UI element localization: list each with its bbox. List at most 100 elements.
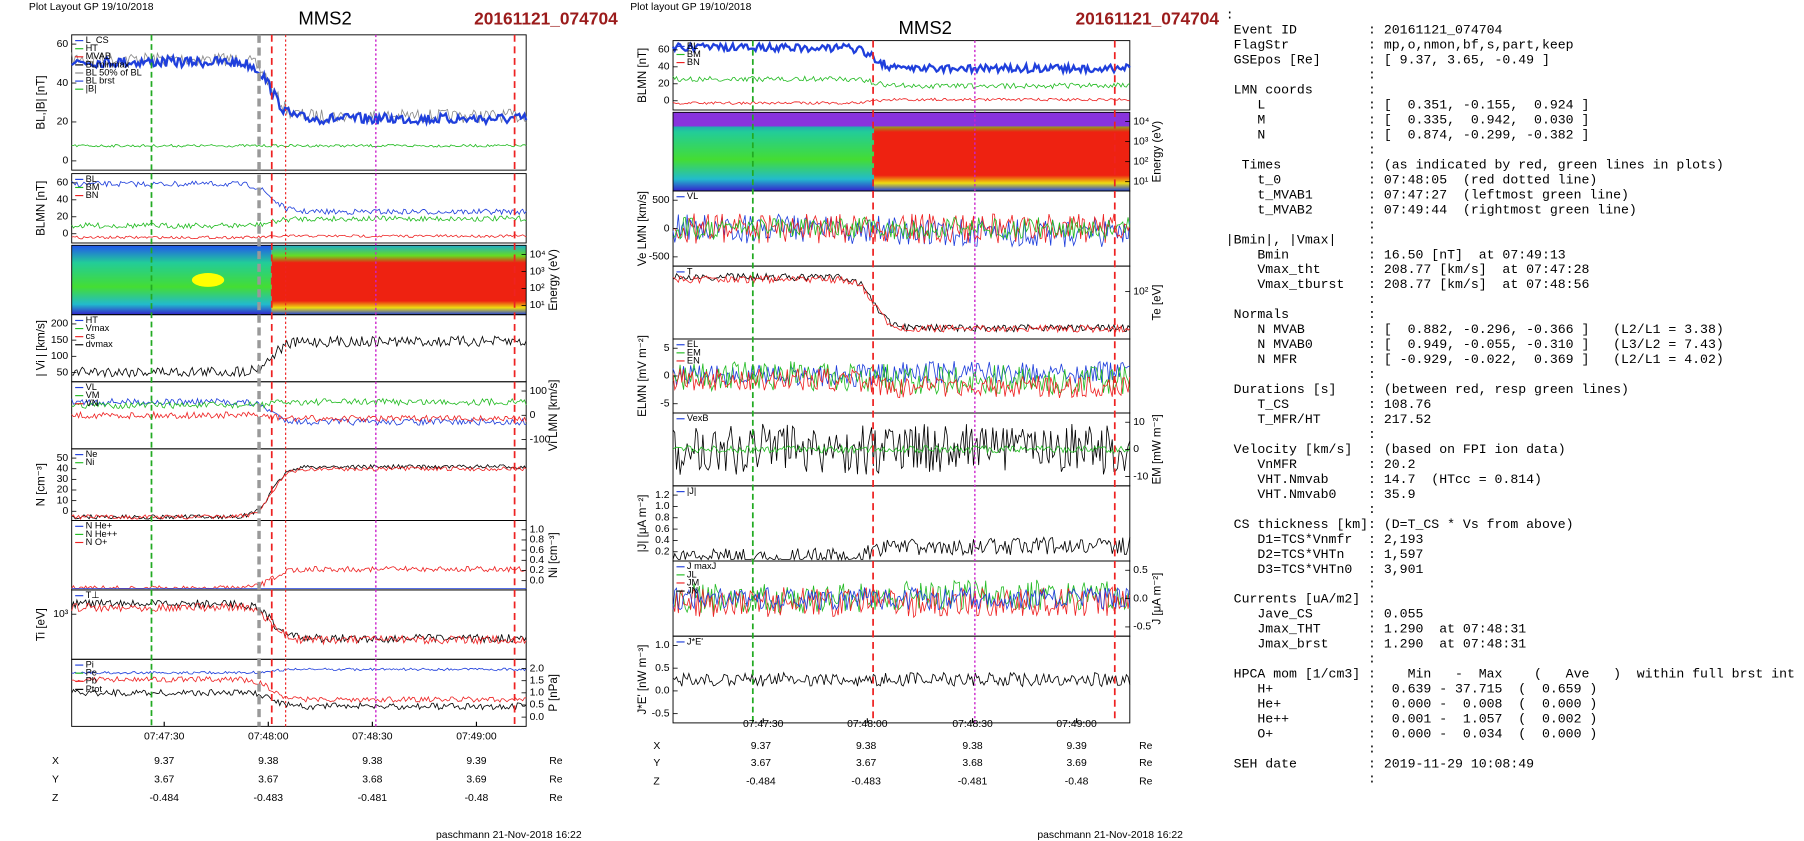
tick-label: 40 xyxy=(57,463,69,474)
info-line: t_MVAB1 : 07:47:27 (leftmost green line) xyxy=(1226,187,1629,202)
tick-label: 200 xyxy=(51,319,69,330)
tick-label: 0.2 xyxy=(530,565,545,576)
tick-label: 0.6 xyxy=(530,545,545,556)
tick-label: 0.6 xyxy=(655,524,670,535)
spectrogram-after xyxy=(271,245,527,315)
position-label: X xyxy=(653,741,660,752)
tick-label: 10 xyxy=(1133,417,1145,428)
position-unit: Re xyxy=(549,793,563,804)
position-unit: Re xyxy=(549,756,563,767)
trace xyxy=(672,579,1131,615)
panel-frame xyxy=(71,34,527,171)
legend-entry: BLminmax xyxy=(86,59,130,69)
trace xyxy=(672,423,1131,475)
legend-entry: BL brst xyxy=(86,76,115,86)
axis-label: Te [eV] xyxy=(1152,285,1164,321)
tick-label: 50 xyxy=(57,367,69,378)
position-value: 9.38 xyxy=(856,741,876,752)
info-line: Vmax_tht : 208.77 [km/s] at 07:47:28 xyxy=(1226,262,1590,277)
trace xyxy=(71,675,527,703)
panel-frame xyxy=(71,520,527,591)
tick-label: 100 xyxy=(530,386,548,397)
position-value: 9.37 xyxy=(751,741,771,752)
x-tick-label: 07:49:00 xyxy=(456,732,497,743)
position-unit: Re xyxy=(1139,758,1153,769)
info-line: Velocity [km/s] : (based on FPI ion data… xyxy=(1226,442,1566,457)
tick-label: 20 xyxy=(57,212,69,223)
legend-entry: EN xyxy=(687,355,700,365)
tick-label: 30 xyxy=(57,474,69,485)
position-value: 3.69 xyxy=(1067,758,1087,769)
tick-label: 0 xyxy=(664,96,670,107)
info-line: : xyxy=(1226,771,1376,786)
trace xyxy=(672,272,1131,333)
axis-label: N [cm⁻³] xyxy=(36,463,48,506)
position-value: 3.67 xyxy=(856,758,876,769)
trace xyxy=(672,585,1131,612)
tick-label: 60 xyxy=(57,39,69,50)
trace xyxy=(71,397,527,427)
tick-label: 0 xyxy=(62,156,68,167)
info-line: Event ID : 20161121_074704 xyxy=(1226,23,1503,38)
info-line: H+ : 0.639 - 37.715 ( 0.659 ) xyxy=(1226,682,1598,697)
tick-label: 1.0 xyxy=(655,640,670,651)
tick-label: -500 xyxy=(649,252,670,263)
info-line: : xyxy=(1226,427,1376,442)
tick-label: 1.2 xyxy=(655,490,670,501)
legend-entry: HT xyxy=(86,43,99,53)
info-line: Durations [s] : (between red, resp green… xyxy=(1226,382,1629,397)
trace xyxy=(71,180,527,216)
trace xyxy=(70,53,528,127)
tick-label: 10¹ xyxy=(530,300,546,311)
tick-label: -10 xyxy=(1133,471,1148,482)
panel-frame xyxy=(71,173,527,244)
position-label: Z xyxy=(52,793,59,804)
tick-label: 100 xyxy=(51,351,69,362)
legend-entry: VL xyxy=(687,191,698,201)
info-line: Vmax_tburst : 208.77 [km/s] at 07:48:56 xyxy=(1226,277,1590,292)
trace xyxy=(672,361,1131,396)
panel: 1.21.00.80.60.40.2 |J| [μA m⁻²] |J| xyxy=(637,485,1131,562)
x-tick-label: 07:49:00 xyxy=(1056,719,1097,730)
legend-entry: VexB xyxy=(687,413,709,423)
panel-frame xyxy=(672,635,1131,724)
legend-entry: T⊥ xyxy=(86,590,100,600)
tick-label: 500 xyxy=(652,195,670,206)
position-value: 9.39 xyxy=(466,756,486,767)
tick-label: 0.0 xyxy=(530,575,545,586)
tick-label: 40 xyxy=(57,78,69,89)
trace xyxy=(71,688,527,711)
legend-entry: BN xyxy=(687,57,700,67)
tick-label: -0.5 xyxy=(652,708,670,719)
tick-label: 0 xyxy=(664,223,670,234)
info-line: : xyxy=(1226,652,1376,667)
tick-label: 0 xyxy=(1133,444,1139,455)
legend-entry: cs xyxy=(86,331,96,341)
position-label: Z xyxy=(653,777,660,788)
tick-label: 0 xyxy=(664,371,670,382)
legend-entry: Pi xyxy=(86,660,94,670)
tick-label: 0 xyxy=(62,228,68,239)
position-value: 3.67 xyxy=(751,758,771,769)
tick-label: 10³ xyxy=(1133,136,1149,147)
panel: 1.0 0.5 0.0 -0.5J*E' [nW m⁻³] J*E' xyxy=(637,635,1131,724)
tick-label: 10² xyxy=(530,283,546,294)
panel: 10⁴ 10³ 10² 10¹ Energy (eV) xyxy=(672,111,1164,192)
legend-entry: Ne xyxy=(86,449,98,459)
info-line: : xyxy=(1226,8,1234,23)
legend-entry: |B| xyxy=(86,84,97,94)
axis-label: J*E' [nW m⁻³] xyxy=(637,645,649,715)
info-line: L : [ 0.351, -0.155, 0.924 ] xyxy=(1226,98,1590,113)
legend-entry: T xyxy=(687,266,693,276)
info-line: Bmin : 16.50 [nT] at 07:49:13 xyxy=(1226,247,1566,262)
panel: 1.00.80.60.40.20.0Ni [cm⁻³] N He+N He++N … xyxy=(71,520,560,591)
info-line: HPCA mom [1/cm3] : Min - Max ( Ave ) wit… xyxy=(1226,667,1795,682)
position-value: -0.48 xyxy=(1065,777,1089,788)
trace xyxy=(672,536,1131,562)
trace xyxy=(71,410,527,424)
tick-label: 0.5 xyxy=(530,700,545,711)
axis-label: Energy (eV) xyxy=(548,249,560,311)
axis-label: P [nPa] xyxy=(548,674,560,712)
